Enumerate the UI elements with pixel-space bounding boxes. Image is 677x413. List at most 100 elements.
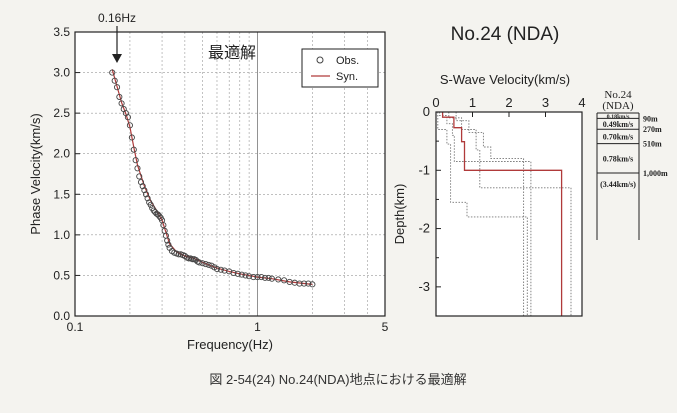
layer-velocity: 0.78km/s xyxy=(603,154,633,163)
layer-column: No.24 (NDA) 0.18km/s0.49km/s 90m 0.70km/s 2… xyxy=(596,89,668,240)
observed-point xyxy=(250,274,257,281)
observed-point xyxy=(217,266,224,273)
observed-point xyxy=(230,269,237,277)
observed-point xyxy=(124,114,131,121)
x-tick-label: 1 xyxy=(469,95,476,110)
observed-point xyxy=(147,201,154,208)
dispersion-chart: 0.1 1 5 0.0 0.5 1.0 1.5 2.0 2.5 3.0 3.5 0.16Hz 最適解… xyxy=(28,11,389,352)
profile-y-axis-label: Depth(km) xyxy=(392,184,407,245)
profile-plot-area xyxy=(436,112,582,316)
observed-point xyxy=(196,259,203,266)
figure-caption: 図 2-54(24) No.24(NDA)地点における最適解 xyxy=(209,372,466,387)
y-tick-label: -3 xyxy=(418,279,430,294)
observed-point xyxy=(118,100,125,107)
observed-point xyxy=(281,277,288,284)
x-tick-label: 0.1 xyxy=(67,320,84,334)
x-tick-label: 3 xyxy=(542,95,549,110)
observed-point xyxy=(268,275,275,282)
profile-lines xyxy=(437,112,572,316)
y-tick-label: 1.0 xyxy=(53,228,70,242)
y-tick-label: -2 xyxy=(418,221,430,236)
observed-point xyxy=(130,146,137,153)
observed-point xyxy=(309,281,316,288)
optimal-velocity-line xyxy=(441,112,563,316)
velocity-profile-chart: S-Wave Velocity(km/s) 0 1 2 3 4 0 -1 -2 -3 Depth… xyxy=(392,72,586,317)
observed-point xyxy=(132,157,139,164)
frequency-annotation: 0.16Hz xyxy=(98,11,136,25)
observed-point xyxy=(275,276,282,283)
y-tick-label: 1.5 xyxy=(53,187,70,201)
search-bound-line xyxy=(437,112,528,316)
y-tick-label: 2.0 xyxy=(53,147,70,161)
observed-point xyxy=(234,270,241,277)
observed-point xyxy=(141,187,148,194)
legend-obs-marker xyxy=(316,56,324,64)
observed-point xyxy=(111,77,118,84)
layer-depth: 1,000m xyxy=(643,169,668,178)
legend: Obs. Syn. xyxy=(301,48,379,88)
observed-point xyxy=(136,173,143,180)
y-tick-label: 3.0 xyxy=(53,66,70,80)
x-tick-label: 5 xyxy=(382,320,389,334)
y-tick-label: 0.5 xyxy=(53,268,70,282)
observed-point xyxy=(113,84,121,91)
dispersion-y-axis-label: Phase Velocity(km/s) xyxy=(28,113,43,234)
y-tick-label: -1 xyxy=(418,162,430,177)
column-layers: 0.18km/s0.49km/s 90m 0.70km/s 270m 0.78km/s 5… xyxy=(597,112,668,189)
observed-point xyxy=(156,213,163,220)
layer-velocity: 0.18km/s xyxy=(607,115,631,121)
observed-point xyxy=(144,195,151,202)
y-tick-label: 2.5 xyxy=(53,106,70,120)
x-tick-label: 4 xyxy=(578,95,585,110)
observed-point xyxy=(189,256,196,263)
y-tick-label: 0 xyxy=(423,104,430,119)
profile-ticks: 0 1 2 3 4 0 -1 -2 -3 xyxy=(418,95,585,294)
layer-velocity: 0.49km/s xyxy=(603,120,633,129)
observed-point xyxy=(160,222,167,229)
legend-syn-label: Syn. xyxy=(336,71,358,83)
observed-point xyxy=(261,274,269,281)
search-bound-line xyxy=(448,112,572,316)
profile-x-axis-label: S-Wave Velocity(km/s) xyxy=(440,72,570,87)
observed-point xyxy=(300,280,308,287)
observed-point xyxy=(265,274,272,281)
dispersion-frame xyxy=(74,31,386,317)
y-tick-label: 3.5 xyxy=(53,25,70,39)
observed-point xyxy=(109,69,116,76)
observed-point xyxy=(199,260,206,267)
observed-point xyxy=(305,280,312,287)
legend-obs-label: Obs. xyxy=(336,55,359,67)
x-tick-label: 0 xyxy=(432,95,439,110)
observed-point xyxy=(139,183,146,190)
observed-point xyxy=(126,122,133,129)
dispersion-ticks: 0.1 1 5 0.0 0.5 1.0 1.5 2.0 2.5 3.0 3.5 xyxy=(53,25,388,334)
observed-point xyxy=(142,191,150,198)
layer-depth: 510m xyxy=(643,140,662,149)
observed-point xyxy=(258,274,265,281)
annotation-arrowhead xyxy=(112,54,122,63)
observed-point xyxy=(128,134,135,141)
observed-point xyxy=(296,280,303,287)
observed-point xyxy=(116,93,123,100)
observed-point xyxy=(202,261,209,268)
column-title-line2: (NDA) xyxy=(602,100,633,112)
observed-point xyxy=(254,274,261,281)
layer-depth: 270m xyxy=(643,125,662,134)
observed-points xyxy=(109,69,316,288)
layer-velocity: (3.44km/s) xyxy=(600,180,636,189)
station-title: No.24 (NDA) xyxy=(451,24,560,45)
search-bound-line xyxy=(455,112,525,316)
observed-point xyxy=(213,265,221,272)
observed-point xyxy=(165,241,172,248)
observed-point xyxy=(238,271,245,278)
optimal-solution-title: 最適解 xyxy=(208,44,256,62)
x-tick-label: 2 xyxy=(505,95,512,110)
column-title-line1: No.24 xyxy=(604,89,632,101)
observed-point xyxy=(137,179,145,186)
legend-box xyxy=(301,48,379,88)
dispersion-x-axis-label: Frequency(Hz) xyxy=(187,337,273,352)
observed-point xyxy=(134,165,141,172)
y-tick-label: 0.0 xyxy=(53,309,70,323)
observed-point xyxy=(246,273,253,280)
